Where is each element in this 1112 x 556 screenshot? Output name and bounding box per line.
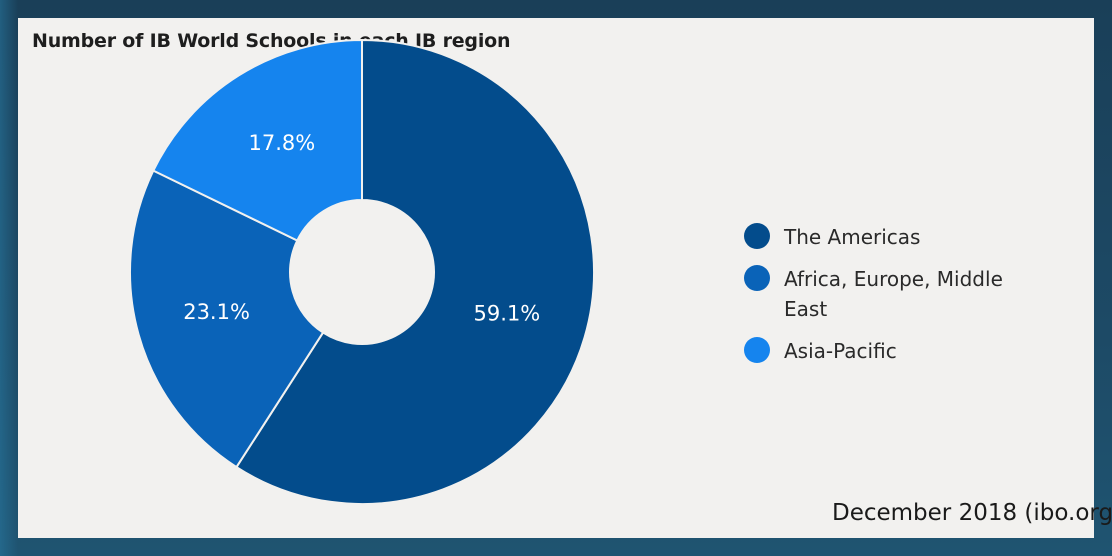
donut-slice-americas [235, 38, 595, 505]
legend-label-americas: The Americas [784, 225, 921, 249]
donut-slice-labels: 59.1% 23.1% 17.8% [183, 131, 540, 326]
donut-slice-africa-europe-middle-east [129, 169, 325, 469]
legend-swatch-africa-europe-middle-east [744, 265, 770, 291]
slide-edge-accent [0, 0, 18, 556]
legend-item-asia-pacific: Asia-Pacific [744, 336, 1074, 366]
slice-label-asia-pacific: 17.8% [249, 131, 316, 155]
slice-label-africa-europe-middle-east: 23.1% [183, 300, 250, 324]
donut-slices [129, 38, 595, 505]
source-note: December 2018 (ibo.org) [832, 500, 1112, 526]
chart-panel: Number of IB World Schools in each IB re… [18, 18, 1112, 538]
legend-swatch-americas [744, 223, 770, 249]
legend-label-africa-europe-middle-east: Africa, Europe, Middle East [784, 267, 1003, 321]
legend-item-africa-europe-middle-east: Africa, Europe, Middle East [744, 264, 1074, 324]
legend-swatch-asia-pacific [744, 337, 770, 363]
legend-label-asia-pacific: Asia-Pacific [784, 339, 897, 363]
donut-chart: 59.1% 23.1% 17.8% [129, 38, 595, 505]
donut-slice-asia-pacific [152, 38, 363, 242]
legend-item-americas: The Americas [744, 222, 1074, 252]
chart-legend: The Americas Africa, Europe, Middle East… [744, 222, 1074, 378]
slice-label-americas: 59.1% [474, 302, 541, 326]
